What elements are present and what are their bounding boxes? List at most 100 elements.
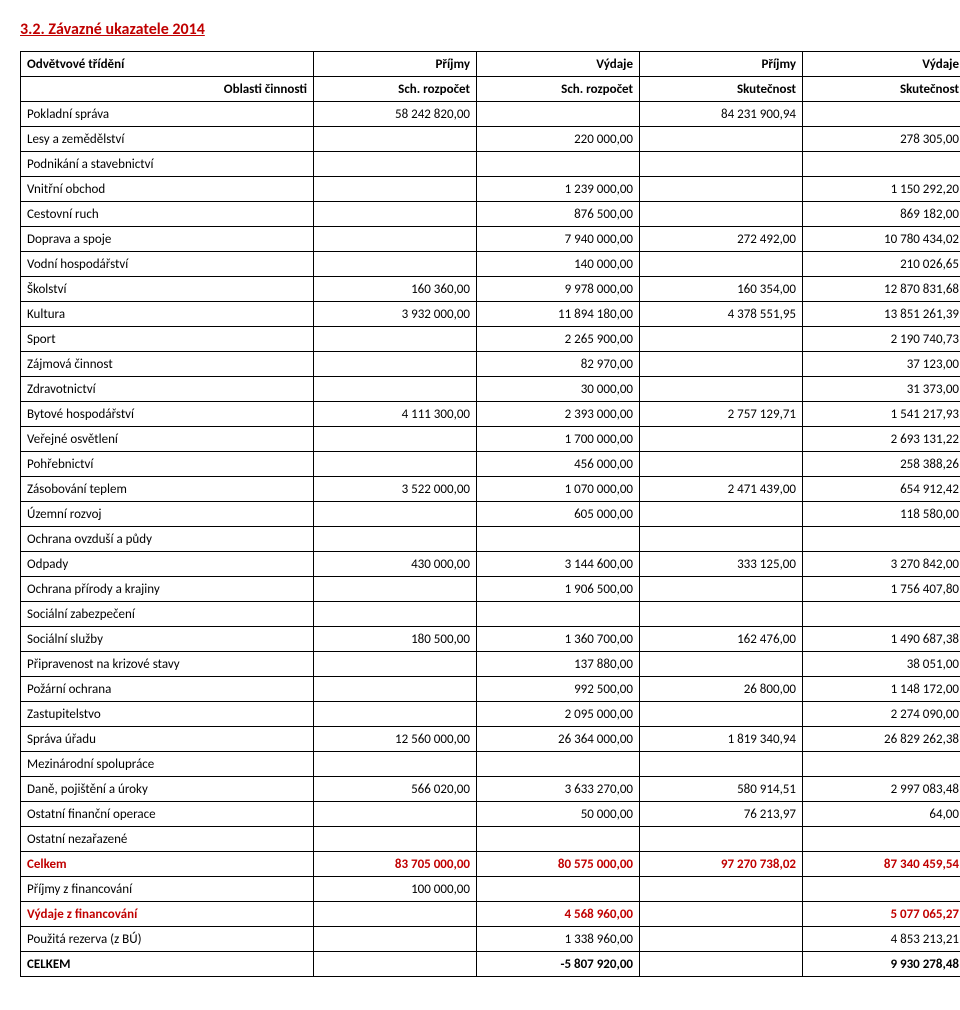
table-cell: [803, 877, 960, 902]
table-row: Správa úřadu12 560 000,0026 364 000,001 …: [21, 727, 960, 752]
table-cell: [477, 102, 640, 127]
table-cell: 160 360,00: [314, 277, 477, 302]
table-cell: Zastupitelstvo: [21, 702, 314, 727]
table-cell: 430 000,00: [314, 552, 477, 577]
table-cell: Bytové hospodářství: [21, 402, 314, 427]
table-cell: [640, 502, 803, 527]
table-cell: [640, 177, 803, 202]
table-cell: [640, 752, 803, 777]
table-cell: Příjmy z financování: [21, 877, 314, 902]
table-cell: [477, 752, 640, 777]
table-row: Veřejné osvětlení1 700 000,002 693 131,2…: [21, 427, 960, 452]
table-cell: Zájmová činnost: [21, 352, 314, 377]
table-cell: [314, 352, 477, 377]
table-cell: [640, 377, 803, 402]
table-cell: Sociální zabezpečení: [21, 602, 314, 627]
table-cell: [314, 527, 477, 552]
table-cell: [314, 227, 477, 252]
table-cell: [803, 827, 960, 852]
table-cell: Ostatní nezařazené: [21, 827, 314, 852]
table-cell: Školství: [21, 277, 314, 302]
table-cell: 1 360 700,00: [477, 627, 640, 652]
table-cell: Správa úřadu: [21, 727, 314, 752]
table-cell: [314, 802, 477, 827]
table-cell: Vnitřní obchod: [21, 177, 314, 202]
table-cell: 83 705 000,00: [314, 852, 477, 877]
table-row: Sociální služby180 500,001 360 700,00162…: [21, 627, 960, 652]
table-cell: 4 853 213,21: [803, 927, 960, 952]
table-cell: [640, 252, 803, 277]
table-cell: Vodní hospodářství: [21, 252, 314, 277]
table-cell: [640, 952, 803, 977]
header-cell: Skutečnost: [640, 77, 803, 102]
table-row: Připravenost na krizové stavy137 880,003…: [21, 652, 960, 677]
table-cell: 1 819 340,94: [640, 727, 803, 752]
table-cell: [314, 827, 477, 852]
table-cell: [314, 902, 477, 927]
table-cell: 87 340 459,54: [803, 852, 960, 877]
table-row: Pokladní správa58 242 820,0084 231 900,9…: [21, 102, 960, 127]
table-row: Lesy a zemědělství220 000,00278 305,00: [21, 127, 960, 152]
table-cell: 566 020,00: [314, 777, 477, 802]
table-header-row-2: Oblasti činnosti Sch. rozpočet Sch. rozp…: [21, 77, 960, 102]
table-cell: [314, 377, 477, 402]
table-cell: Odpady: [21, 552, 314, 577]
table-cell: 278 305,00: [803, 127, 960, 152]
table-cell: [640, 452, 803, 477]
table-cell: [640, 352, 803, 377]
table-row: Doprava a spoje7 940 000,00272 492,0010 …: [21, 227, 960, 252]
table-row: Kultura3 932 000,0011 894 180,004 378 55…: [21, 302, 960, 327]
table-cell: [640, 602, 803, 627]
table-cell: 97 270 738,02: [640, 852, 803, 877]
table-cell: [640, 877, 803, 902]
table-cell: 3 144 600,00: [477, 552, 640, 577]
table-cell: -5 807 920,00: [477, 952, 640, 977]
table-cell: 992 500,00: [477, 677, 640, 702]
table-cell: [314, 652, 477, 677]
table-row: Podnikání a stavebnictví: [21, 152, 960, 177]
table-cell: Ochrana ovzduší a půdy: [21, 527, 314, 552]
table-cell: 4 378 551,95: [640, 302, 803, 327]
table-cell: 82 970,00: [477, 352, 640, 377]
table-row: Vodní hospodářství140 000,00210 026,65: [21, 252, 960, 277]
table-cell: 1 490 687,38: [803, 627, 960, 652]
table-cell: 80 575 000,00: [477, 852, 640, 877]
table-cell: Mezinárodní spolupráce: [21, 752, 314, 777]
table-cell: 12 560 000,00: [314, 727, 477, 752]
table-row: Zásobování teplem3 522 000,001 070 000,0…: [21, 477, 960, 502]
table-cell: Výdaje z financování: [21, 902, 314, 927]
table-cell: 1 338 960,00: [477, 927, 640, 952]
table-cell: [314, 452, 477, 477]
table-cell: Doprava a spoje: [21, 227, 314, 252]
table-cell: 64,00: [803, 802, 960, 827]
table-cell: 1 239 000,00: [477, 177, 640, 202]
table-cell: [640, 702, 803, 727]
header-cell: Příjmy: [314, 52, 477, 77]
table-cell: 3 522 000,00: [314, 477, 477, 502]
table-row: Ochrana ovzduší a půdy: [21, 527, 960, 552]
table-cell: 456 000,00: [477, 452, 640, 477]
table-cell: 9 930 278,48: [803, 952, 960, 977]
table-cell: [640, 827, 803, 852]
table-cell: 10 780 434,02: [803, 227, 960, 252]
table-row: Ostatní finanční operace50 000,0076 213,…: [21, 802, 960, 827]
table-cell: 2 265 900,00: [477, 327, 640, 352]
table-row: Zastupitelstvo2 095 000,002 274 090,00: [21, 702, 960, 727]
table-row: Územní rozvoj605 000,00118 580,00: [21, 502, 960, 527]
table-row: Ochrana přírody a krajiny1 906 500,001 7…: [21, 577, 960, 602]
table-cell: Sociální služby: [21, 627, 314, 652]
table-cell: 1 070 000,00: [477, 477, 640, 502]
table-cell: [640, 152, 803, 177]
table-cell: 4 111 300,00: [314, 402, 477, 427]
table-cell: 4 568 960,00: [477, 902, 640, 927]
table-cell: [314, 177, 477, 202]
table-cell: Daně, pojištění a úroky: [21, 777, 314, 802]
table-cell: 2 997 083,48: [803, 777, 960, 802]
table-row: Příjmy z financování100 000,00: [21, 877, 960, 902]
table-cell: 7 940 000,00: [477, 227, 640, 252]
table-row: Daně, pojištění a úroky566 020,003 633 2…: [21, 777, 960, 802]
table-cell: [314, 327, 477, 352]
table-cell: 26 364 000,00: [477, 727, 640, 752]
table-cell: 12 870 831,68: [803, 277, 960, 302]
table-cell: Územní rozvoj: [21, 502, 314, 527]
